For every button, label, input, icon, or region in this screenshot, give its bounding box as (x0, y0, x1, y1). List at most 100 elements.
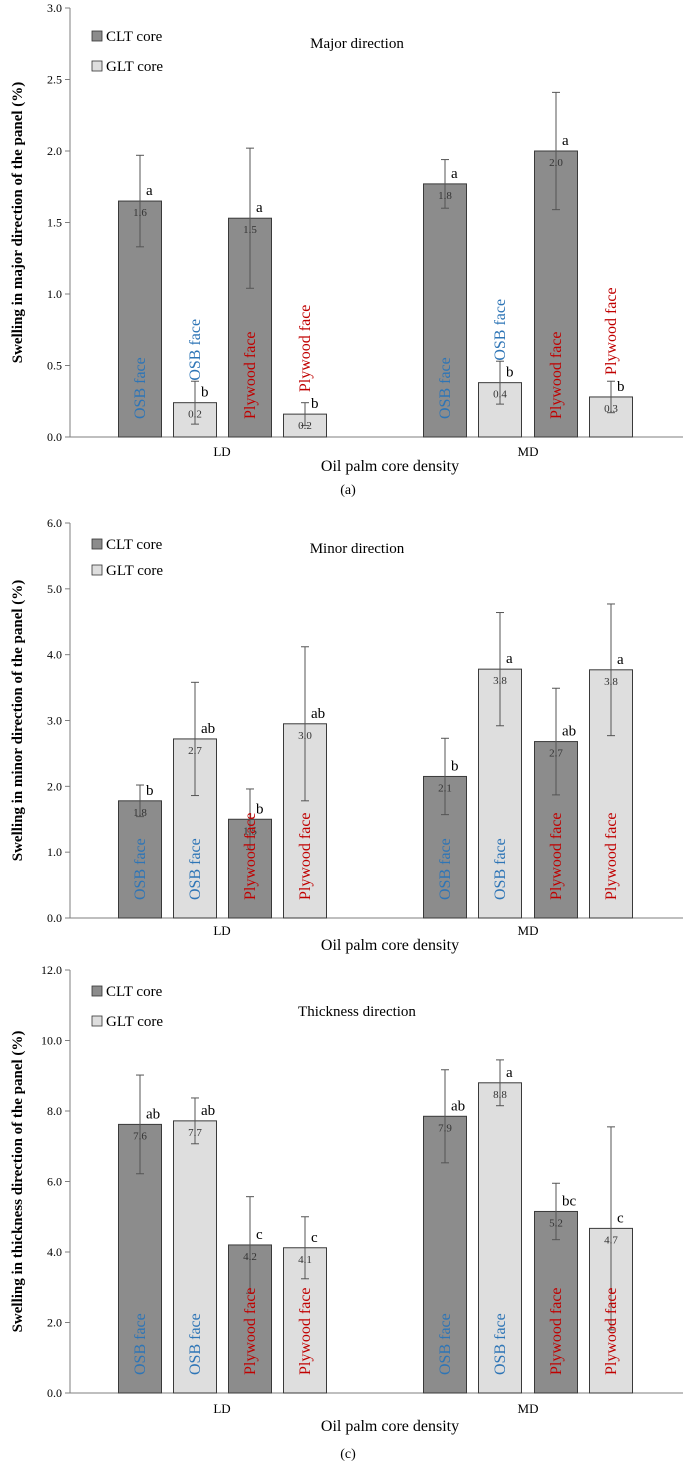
significance-letter: b (311, 396, 319, 412)
y-tick-label: 6.0 (47, 1175, 62, 1189)
face-label: Plywood face (603, 287, 620, 375)
y-tick-label: 12.0 (41, 963, 62, 977)
bar (423, 775, 467, 919)
y-tick-label: 0.0 (47, 1386, 62, 1400)
y-tick-label: 2.0 (47, 1316, 62, 1330)
legend-swatch (91, 564, 103, 576)
chart-major-direction: 0.0 0.5 1.0 1.5 2.0 2.5 3.0 Swelling in major d… (10, 1, 683, 498)
significance-letter: a (562, 133, 569, 149)
significance-letter: a (451, 166, 458, 182)
significance-letter: a (617, 652, 624, 668)
chart-title: Major direction (310, 36, 404, 52)
face-label: Plywood face (603, 1287, 620, 1375)
y-tick-label: 3.0 (47, 1, 62, 15)
x-axis-title: Oil palm core density (321, 937, 459, 954)
significance-letter: ab (311, 706, 325, 722)
face-label: Plywood face (242, 331, 259, 419)
chart-title: Minor direction (310, 541, 405, 557)
y-tick-label: 2.5 (47, 73, 62, 87)
significance-letter: b (146, 783, 154, 799)
chart-panel-a: 0.0 0.5 1.0 1.5 2.0 2.5 3.0 Swelling in major d… (0, 0, 685, 502)
value-label: 0.2 (298, 420, 312, 432)
y-tick-label: 6.0 (47, 516, 62, 530)
panel-caption: (a) (340, 483, 356, 498)
value-label: 3.0 (298, 730, 312, 742)
face-label: Plywood face (548, 331, 565, 419)
legend-label: GLT core (106, 1014, 163, 1030)
face-label: Plywood face (297, 812, 314, 900)
face-label: OSB face (187, 1313, 204, 1375)
value-label: 2.0 (549, 157, 563, 169)
x-axis-title: Oil palm core density (321, 1418, 459, 1435)
bar (118, 800, 162, 919)
y-tick-label: 0.0 (47, 911, 62, 925)
face-label: OSB face (437, 357, 454, 419)
value-label: 4.7 (604, 1234, 618, 1246)
value-label: 4.2 (243, 1251, 257, 1263)
value-label: 2.7 (549, 748, 563, 760)
value-label: 0.3 (604, 403, 618, 415)
legend-swatch (91, 1015, 103, 1027)
y-axis-title: Swelling in minor direction of the panel… (10, 580, 26, 862)
face-label: Plywood face (242, 812, 259, 900)
significance-letter: a (506, 1065, 513, 1081)
value-label: 1.5 (243, 825, 257, 837)
significance-letter: a (146, 183, 153, 199)
value-label: 7.7 (188, 1127, 202, 1139)
value-label: 3.8 (604, 676, 618, 688)
bar (534, 1210, 578, 1394)
face-label: OSB face (187, 319, 204, 381)
significance-letter: ab (146, 1106, 160, 1122)
value-label: 1.8 (438, 190, 452, 202)
value-label: 4.1 (298, 1254, 312, 1266)
category-label: MD (518, 444, 539, 459)
value-label: 2.1 (438, 782, 452, 794)
significance-letter: ab (201, 721, 215, 737)
face-label: OSB face (437, 1313, 454, 1375)
y-axis-title: Swelling in major direction of the panel… (10, 82, 26, 364)
y-tick-label: 3.0 (47, 714, 62, 728)
y-tick-label: 1.0 (47, 845, 62, 859)
legend-label: GLT core (106, 59, 163, 75)
face-label: OSB face (492, 838, 509, 900)
significance-letter: c (311, 1230, 318, 1246)
face-label: Plywood face (297, 305, 314, 393)
significance-letter: b (617, 379, 625, 395)
value-label: 1.6 (133, 207, 147, 219)
significance-letter: a (506, 651, 513, 667)
significance-letter: c (256, 1227, 263, 1243)
y-tick-label: 10.0 (41, 1034, 62, 1048)
chart-panel-b: 0.0 1.0 2.0 3.0 4.0 5.0 6.0 Swelling in minor d… (0, 505, 685, 955)
y-tick-label: 1.5 (47, 216, 62, 230)
face-label: Plywood face (297, 1287, 314, 1375)
value-label: 1.8 (133, 807, 147, 819)
legend-label: GLT core (106, 563, 163, 579)
y-tick-label: 4.0 (47, 648, 62, 662)
face-label: OSB face (132, 838, 149, 900)
face-label: OSB face (132, 1313, 149, 1375)
panel-caption: (c) (340, 1447, 356, 1462)
significance-letter: b (201, 385, 209, 401)
value-label: 0.2 (188, 409, 202, 421)
y-tick-label: 2.0 (47, 144, 62, 158)
category-label: LD (213, 444, 230, 459)
y-tick-label: 5.0 (47, 582, 62, 596)
category-label: LD (213, 1401, 230, 1416)
significance-letter: a (256, 200, 263, 216)
value-label: 2.7 (188, 745, 202, 757)
y-axis-title: Swelling in thickness direction of the p… (10, 1031, 26, 1333)
significance-letter: b (506, 365, 514, 381)
face-label: OSB face (437, 838, 454, 900)
category-label: MD (518, 923, 539, 938)
face-label: Plywood face (548, 812, 565, 900)
chart-title: Thickness direction (298, 1004, 416, 1020)
value-label: 7.9 (438, 1122, 452, 1134)
value-label: 0.4 (493, 389, 507, 401)
value-label: 7.6 (133, 1130, 147, 1142)
significance-letter: c (617, 1210, 624, 1226)
significance-letter: b (256, 801, 264, 817)
legend-swatch (91, 30, 103, 42)
significance-letter: b (451, 758, 459, 774)
category-label: LD (213, 923, 230, 938)
